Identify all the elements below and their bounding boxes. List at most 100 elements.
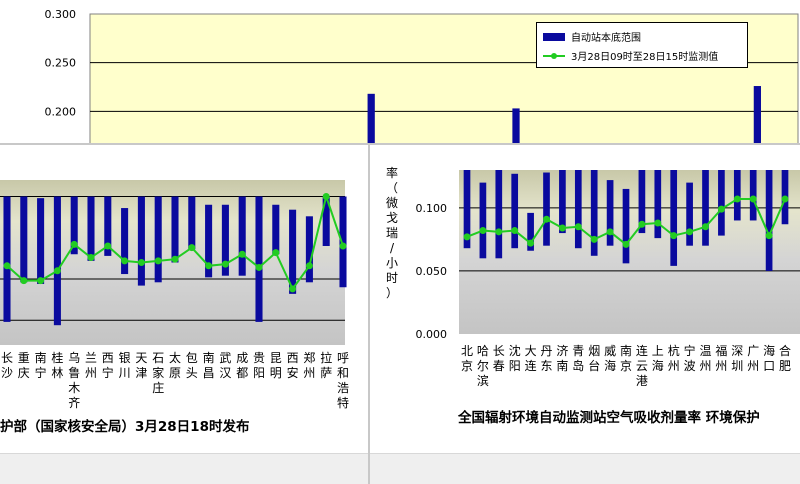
category-label-char: 西 — [102, 351, 114, 365]
category-label-char: 兰 — [85, 351, 97, 365]
y-tick-label: 0.050 — [416, 265, 448, 278]
range-bar — [590, 170, 598, 256]
category-label-char: 沈 — [509, 343, 521, 358]
category-label-char: 头 — [186, 366, 198, 380]
category-label-char: 包 — [186, 351, 198, 365]
measured-point — [255, 263, 263, 271]
category-label-char: 京 — [620, 359, 632, 373]
measured-point — [606, 228, 614, 236]
measured-point — [154, 257, 162, 265]
category-label-char: 林 — [51, 366, 63, 380]
measured-point — [289, 285, 297, 293]
measured-point — [702, 223, 709, 231]
category-label-char: 桂 — [51, 350, 63, 365]
measured-point — [511, 227, 519, 235]
chart-legend: 自动站本底范围 3月28日09时至28日15时监测值 — [536, 22, 748, 68]
category-label-char: 银 — [119, 351, 131, 365]
right-chart-window: 0.100 0.050 0.000 率（微戈瑞 / 小时）北京哈尔滨长春沈阳大连丹东济南青… — [368, 143, 800, 484]
category-label-char: 贵 — [253, 351, 265, 365]
category-label-char: 合 — [779, 343, 791, 358]
y-axis-label-char: 戈 — [386, 211, 398, 225]
measured-point — [765, 232, 773, 240]
category-label-char: 明 — [270, 366, 282, 380]
category-label-char: 京 — [461, 359, 473, 373]
category-label-char: 广 — [747, 344, 759, 358]
measured-point — [272, 249, 280, 257]
range-bar — [702, 170, 709, 246]
category-label-char: 州 — [668, 359, 680, 373]
category-label-char: 云 — [636, 359, 648, 373]
category-label-char: 大 — [525, 344, 537, 358]
range-bar — [749, 170, 757, 221]
range-bar — [622, 188, 630, 264]
range-bar — [255, 196, 263, 322]
legend-line-swatch — [543, 52, 565, 60]
measured-point — [463, 233, 471, 241]
measured-point — [654, 219, 662, 227]
category-label-char: 青 — [572, 344, 584, 358]
category-label-char: 太 — [169, 350, 181, 365]
category-label-char: 哈 — [477, 344, 489, 358]
measured-point — [781, 195, 789, 203]
measured-point — [749, 195, 757, 203]
category-label-char: 石 — [152, 351, 164, 365]
measured-point — [670, 232, 678, 240]
category-label-char: 南 — [556, 358, 568, 373]
category-label-char: 深 — [731, 344, 743, 358]
category-label-char: 齐 — [68, 395, 80, 410]
category-label-char: 长 — [1, 351, 13, 365]
y-tick-label: 0.000 — [416, 328, 448, 341]
category-label-char: 庄 — [152, 380, 164, 395]
category-label-char: 和 — [337, 366, 349, 380]
category-label-char: 海 — [763, 343, 775, 358]
range-bar — [686, 182, 693, 246]
range-bar — [137, 196, 145, 286]
category-label-char: 州 — [699, 359, 711, 373]
legend-range-entry: 自动站本底范围 — [543, 29, 641, 44]
range-bar — [154, 196, 162, 283]
range-bar — [87, 196, 95, 261]
category-label-char: 鲁 — [68, 366, 80, 380]
measured-point — [733, 195, 741, 203]
range-bar — [479, 182, 487, 259]
back-range-bar — [367, 93, 375, 160]
back-y-tick-label: 0.200 — [45, 105, 77, 118]
category-label-char: 宁 — [684, 343, 696, 358]
category-label-char: 沙 — [1, 366, 13, 380]
range-bar — [638, 170, 646, 234]
measured-point — [305, 262, 313, 270]
category-label-char: 肥 — [779, 359, 791, 373]
category-label-char: 庆 — [18, 366, 30, 380]
left-window-bottom — [0, 453, 368, 484]
category-label-char: 上 — [652, 344, 664, 358]
range-bar — [511, 173, 519, 249]
category-label-char: 滨 — [477, 373, 489, 388]
measured-point — [171, 255, 179, 263]
legend-value-label: 3月28日09时至28日15时监测值 — [571, 52, 719, 63]
legend-value-entry: 3月28日09时至28日15时监测值 — [543, 48, 718, 63]
measured-point — [87, 254, 95, 262]
category-label-char: 萨 — [320, 366, 332, 380]
category-label-char: 南 — [620, 343, 632, 358]
range-bar — [305, 216, 313, 283]
range-bar — [495, 170, 503, 259]
range-bar — [70, 196, 78, 255]
background-chart-window: 0.300 0.250 0.200 自动站本底范围 3月28日09时至28日15时监… — [0, 0, 800, 160]
y-axis-label-char: 瑞 — [386, 226, 398, 240]
range-bar — [733, 170, 741, 221]
category-label-char: 原 — [169, 366, 181, 380]
range-bar — [53, 196, 61, 326]
measured-point — [717, 205, 725, 213]
range-bar — [188, 196, 196, 250]
y-axis-label-char: 时 — [386, 271, 398, 285]
category-label-char: 州 — [747, 359, 759, 373]
range-bar — [221, 204, 229, 276]
right-chart-title: 全国辐射环境自动监测站空气吸收剂量率 环境保护 — [458, 410, 760, 426]
category-label-char: 西 — [287, 351, 299, 365]
range-bar — [543, 172, 550, 246]
range-bar — [559, 170, 566, 234]
category-label-char: 特 — [337, 395, 349, 410]
measured-point — [495, 228, 503, 236]
category-label-char: 圳 — [731, 359, 743, 373]
right-chart: 0.1000.0500.000率（微戈瑞/小时）北京哈尔滨长春沈阳大连丹东济南青… — [386, 165, 800, 388]
